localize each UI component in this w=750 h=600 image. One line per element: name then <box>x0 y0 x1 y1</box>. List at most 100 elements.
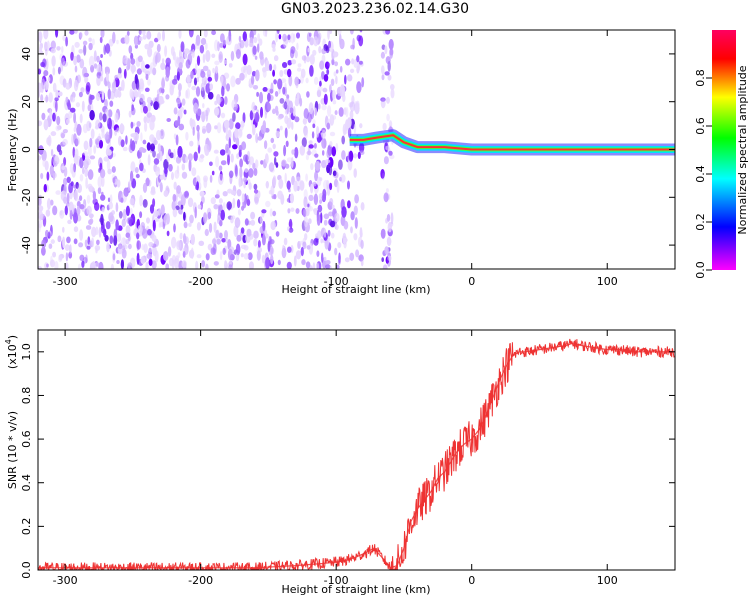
noise-blob <box>244 168 249 173</box>
noise-blob <box>146 142 151 151</box>
noise-blob <box>41 112 46 121</box>
noise-blob <box>260 124 267 135</box>
noise-blob <box>183 109 187 115</box>
noise-blob <box>125 238 130 245</box>
noise-blob <box>243 252 249 260</box>
noise-blob <box>130 257 136 269</box>
noise-blob <box>74 148 79 159</box>
noise-blob <box>308 102 314 115</box>
noise-blob <box>63 184 67 196</box>
noise-blob <box>171 236 177 249</box>
noise-blob <box>139 211 143 219</box>
noise-blob <box>183 211 186 221</box>
noise-blob <box>99 139 103 149</box>
noise-blob <box>120 197 124 203</box>
noise-blob <box>96 55 100 63</box>
noise-blob <box>176 240 182 251</box>
noise-blob <box>197 130 200 142</box>
noise-blob <box>76 54 81 63</box>
noise-blob <box>291 121 294 130</box>
noise-blob <box>117 225 123 231</box>
noise-blob <box>88 185 95 193</box>
noise-blob <box>120 259 124 269</box>
noise-blob <box>302 241 307 250</box>
noise-blob <box>165 66 170 78</box>
noise-blob <box>115 219 119 231</box>
noise-blob <box>269 208 273 217</box>
noise-blob <box>219 54 222 60</box>
noise-blob <box>218 165 223 171</box>
noise-blob <box>267 103 272 112</box>
colorbar-gradient <box>712 30 736 270</box>
noise-blob <box>56 115 61 126</box>
noise-blob <box>305 261 311 269</box>
noise-blob <box>79 174 84 182</box>
noise-blob <box>264 140 268 150</box>
noise-blob <box>337 242 342 249</box>
noise-blob <box>64 244 70 251</box>
noise-blob <box>117 233 122 243</box>
noise-blob <box>200 37 207 46</box>
noise-blob <box>331 58 335 66</box>
noise-blob <box>290 32 295 44</box>
noise-blob <box>128 110 132 118</box>
noise-blob <box>127 58 131 70</box>
noise-blob <box>306 245 311 250</box>
noise-blob <box>338 252 341 264</box>
noise-blob <box>44 262 49 269</box>
noise-blob <box>43 30 49 40</box>
noise-blob <box>226 201 232 210</box>
noise-blob <box>65 262 69 269</box>
noise-blob <box>157 32 162 41</box>
noise-blob <box>133 88 138 98</box>
spectrogram-noise <box>38 30 395 269</box>
noise-blob <box>214 60 220 66</box>
noise-blob <box>160 204 165 216</box>
noise-blob <box>289 193 294 204</box>
noise-blob <box>286 117 292 129</box>
noise-blob <box>211 30 217 36</box>
noise-blob <box>193 151 198 162</box>
noise-blob <box>104 133 109 141</box>
noise-blob <box>323 93 328 105</box>
noise-blob <box>116 260 120 264</box>
noise-blob <box>238 176 242 188</box>
noise-blob <box>329 84 332 93</box>
noise-blob <box>174 120 179 127</box>
noise-blob <box>94 245 101 251</box>
noise-blob <box>143 243 148 253</box>
noise-blob <box>176 99 182 104</box>
noise-blob <box>188 222 192 227</box>
noise-blob <box>159 150 163 162</box>
noise-blob <box>142 100 146 109</box>
noise-blob <box>86 194 91 204</box>
noise-blob <box>286 104 290 115</box>
noise-blob <box>240 120 245 128</box>
noise-blob <box>300 68 306 79</box>
noise-blob <box>178 30 182 39</box>
noise-blob <box>172 193 177 203</box>
noise-blob <box>387 255 392 261</box>
noise-blob <box>184 52 187 60</box>
noise-blob <box>66 192 70 204</box>
noise-blob <box>73 226 79 233</box>
noise-blob <box>73 238 78 245</box>
noise-blob <box>277 259 281 266</box>
noise-blob <box>181 98 186 106</box>
noise-blob <box>55 89 59 98</box>
noise-blob <box>243 177 248 183</box>
noise-blob <box>185 155 188 163</box>
noise-blob <box>288 227 294 233</box>
noise-blob <box>329 141 333 147</box>
noise-blob <box>317 86 323 92</box>
noise-blob <box>343 107 347 115</box>
noise-blob <box>105 108 109 117</box>
noise-blob <box>273 79 277 85</box>
noise-blob <box>153 139 158 145</box>
noise-blob <box>48 74 53 84</box>
noise-blob <box>215 229 220 239</box>
noise-blob <box>390 88 395 99</box>
noise-blob <box>102 113 107 123</box>
noise-blob <box>356 81 362 94</box>
colorbar-tick-label: 0.2 <box>694 213 707 231</box>
